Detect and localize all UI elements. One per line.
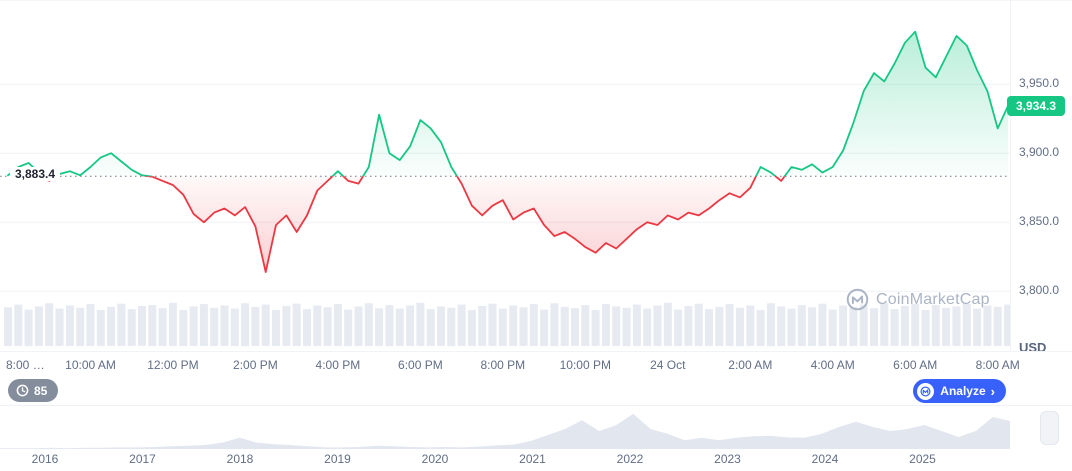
timeline-year-labels: 2016 2017 2018 2019 2020 2021 2022 2023 2024 2025 [0,449,1072,471]
year-label: 2016 [31,452,59,466]
watch-count-badge[interactable]: 85 [8,379,59,402]
year-label: 2023 [714,452,741,466]
chevron-right-icon: › [990,383,995,399]
y-axis[interactable]: 3,950.0 3,900.0 3,850.0 3,800.0 [1010,1,1072,351]
analyze-button[interactable]: Analyze › [913,379,1006,403]
x-axis-label: 8:00 AM [975,358,1020,372]
current-price-badge: 3,934.3 [1007,96,1065,116]
x-axis-label: 12:00 PM [147,358,199,372]
timeline-minimap[interactable] [0,405,1072,450]
watermark: CoinMarketCap [846,288,990,311]
minimap-area-chart [0,413,1010,449]
baseline-price-label: 3,883.4 [10,167,61,181]
year-label: 2022 [616,452,644,466]
scrollbar-thumb[interactable] [1040,411,1059,445]
year-label: 2018 [226,452,254,466]
y-axis-label: 3,850.0 [1019,214,1060,228]
x-axis-label: 2:00 AM [728,358,773,372]
analyze-logo-icon [917,382,935,400]
x-axis[interactable]: 8:00 … 10:00 AM 12:00 PM 2:00 PM 4:00 PM 6:00… [0,351,1072,378]
analyze-label: Analyze [940,384,986,398]
x-axis-label: 4:00 AM [810,358,855,372]
x-axis-label: 24 Oct [650,358,686,372]
year-label: 2020 [421,452,449,466]
year-label: 2024 [811,452,839,466]
x-axis-label: 8:00 … [6,358,45,372]
y-axis-label: 3,900.0 [1019,145,1060,159]
price-chart[interactable] [0,1,1010,351]
x-axis-label: 4:00 PM [315,358,361,372]
y-axis-label: 3,950.0 [1019,76,1060,90]
price-line-down [7,176,786,273]
watch-count: 85 [34,383,48,398]
x-axis-label: 8:00 PM [480,358,526,372]
chart-toolbar: 85 Analyze › [0,377,1072,405]
volume-bars [4,302,1010,347]
year-label: 2017 [129,452,156,466]
price-line-up [7,30,1009,177]
watermark-text: CoinMarketCap [876,290,990,308]
x-axis-label: 6:00 PM [398,358,443,372]
year-label: 2025 [909,452,936,466]
x-axis-label: 10:00 AM [65,358,116,372]
y-axis-label: 3,800.0 [1019,283,1060,297]
coinmarketcap-logo-icon [846,288,869,311]
price-area-down [8,176,1008,272]
history-clock-icon [16,384,29,397]
year-label: 2021 [519,452,546,466]
x-axis-label: 10:00 PM [559,358,611,372]
year-label: 2019 [324,452,351,466]
x-axis-label: 2:00 PM [233,358,278,372]
x-axis-label: 6:00 AM [893,358,938,372]
price-area-up [8,31,1008,177]
